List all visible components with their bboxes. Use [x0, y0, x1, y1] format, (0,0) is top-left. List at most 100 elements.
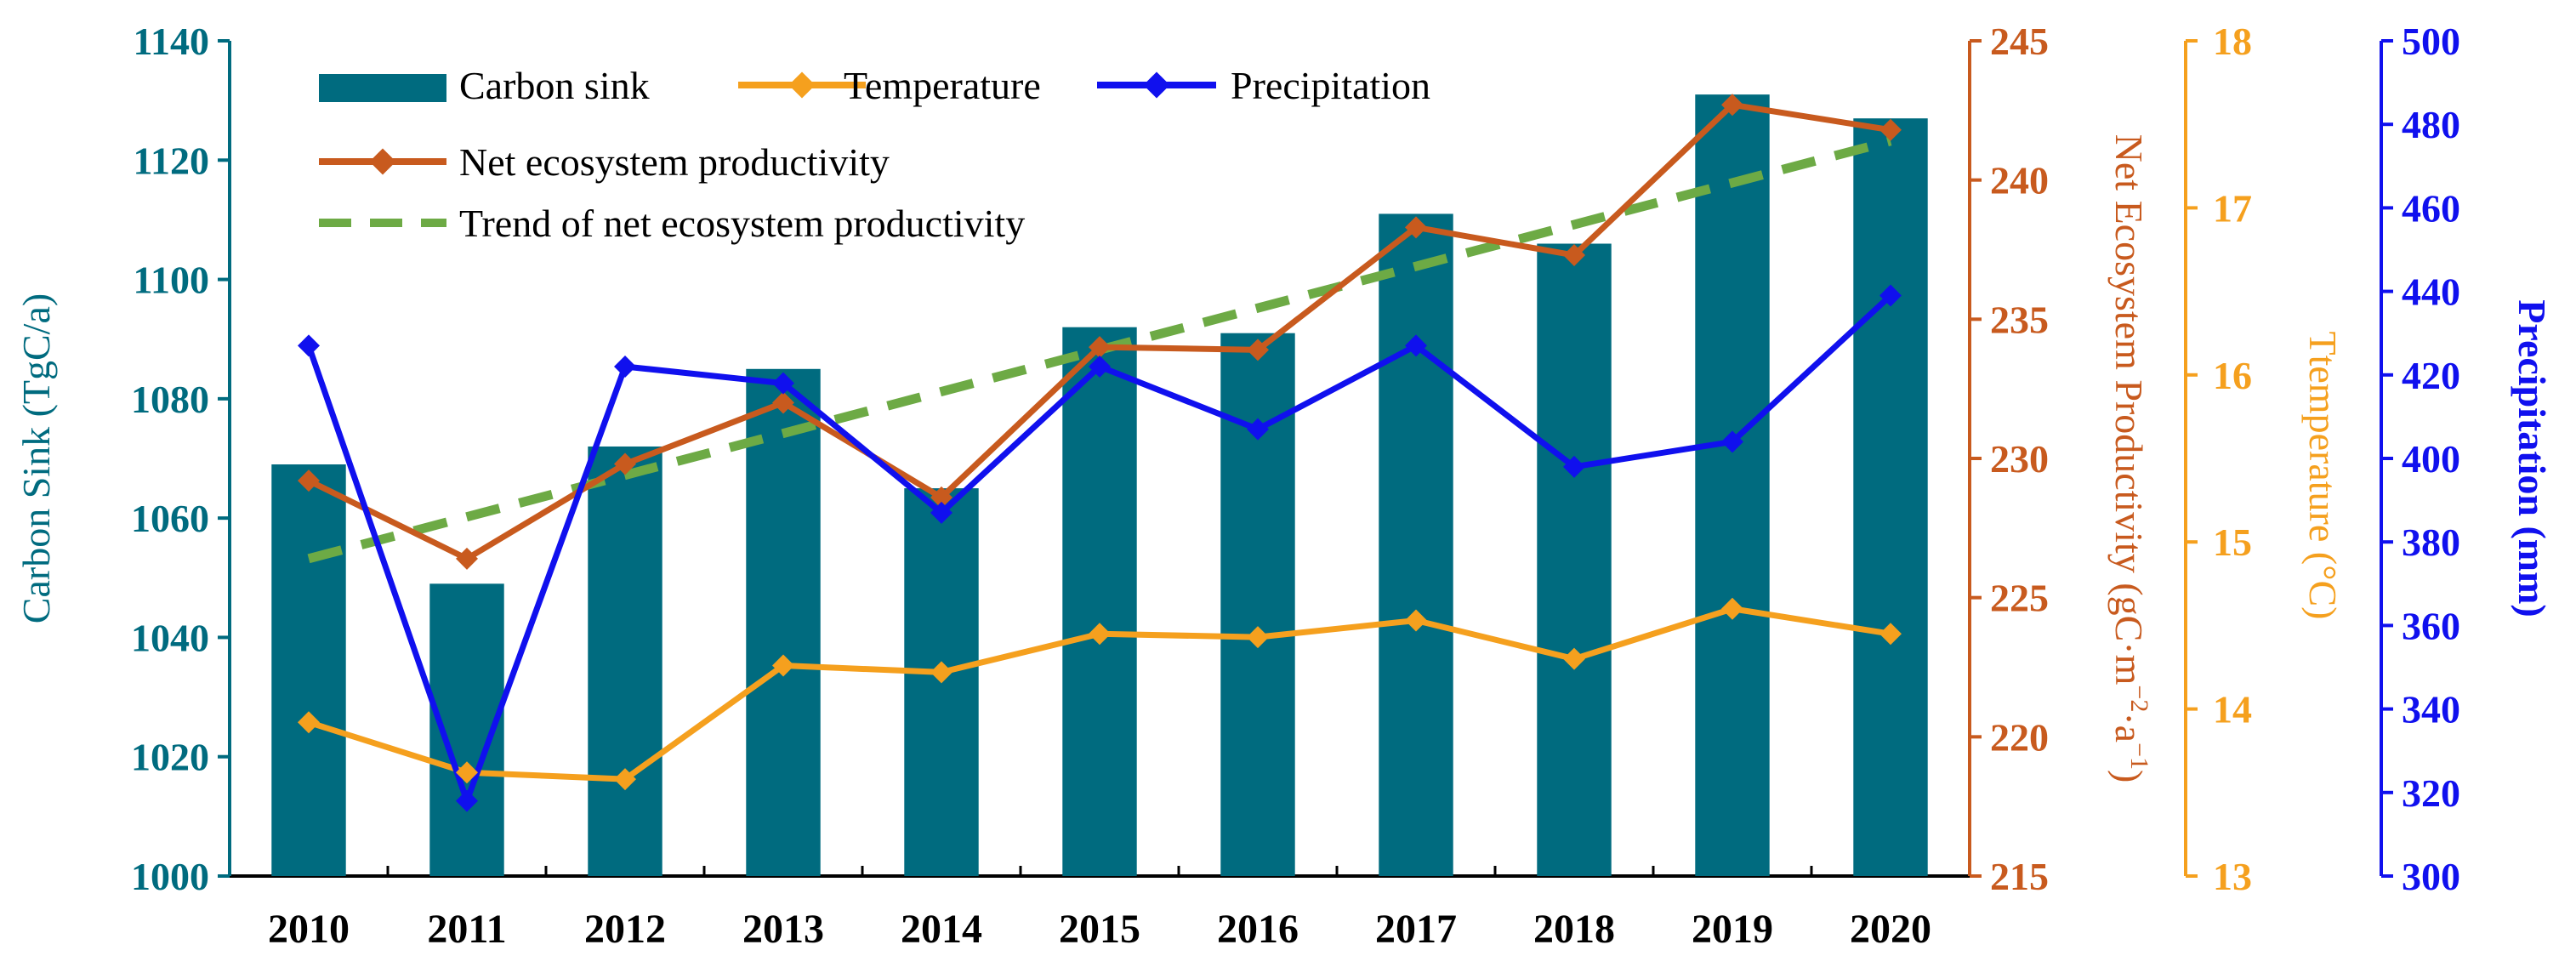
carbon-sink-bar	[1695, 94, 1770, 877]
legend-swatch-carbon-sink	[319, 74, 446, 102]
precipitation-point	[772, 372, 794, 395]
precipitation-point	[1247, 418, 1269, 441]
temp-tick-label: 18	[2213, 20, 2252, 63]
x-tick-label: 2016	[1217, 907, 1299, 952]
precipitation-point	[1563, 455, 1585, 478]
nep-axis-title-end: )	[2107, 770, 2151, 782]
temp-tick-label: 16	[2213, 354, 2252, 397]
precipitation-point	[1405, 334, 1427, 357]
carbon-sink-bar	[1062, 327, 1137, 877]
precipitation-point	[298, 334, 320, 357]
nep-tick-label: 225	[1990, 577, 2049, 620]
carbon-sink-bar	[1853, 118, 1928, 876]
temp-tick-label: 15	[2213, 521, 2252, 564]
temperature-point	[772, 654, 794, 677]
legend-label-trend: Trend of net ecosystem productivity	[459, 202, 1025, 245]
carbon-sink-bar	[746, 368, 821, 876]
precipitation-point	[456, 789, 478, 812]
precip-tick-label: 460	[2402, 186, 2460, 230]
precip-tick-label: 300	[2402, 855, 2460, 898]
temperature-point	[1721, 597, 1743, 620]
nep-point	[1089, 336, 1111, 359]
carbon-axis-title: Carbon Sink (TgC/a)	[14, 293, 58, 623]
x-tick-label: 2011	[427, 907, 506, 952]
nep-axis-title-main: Net Ecosystem Productivity (gC·m	[2107, 134, 2151, 686]
precip-tick-label: 500	[2402, 20, 2460, 63]
precipitation-point	[614, 355, 636, 378]
nep-point	[1879, 118, 1902, 141]
temperature-point	[1089, 623, 1111, 646]
precipitation-point	[930, 501, 952, 524]
carbon-tick-label: 1060	[131, 497, 209, 540]
carbon-tick-label: 1040	[131, 616, 209, 659]
carbon-sink-bar	[271, 464, 346, 876]
temperature-point	[298, 711, 320, 734]
carbon-sink-bar	[1537, 243, 1612, 876]
precipitation-point	[1089, 355, 1111, 378]
nep-tick-label: 245	[1990, 20, 2049, 63]
precip-tick-label: 400	[2402, 437, 2460, 481]
carbon-tick-label: 1020	[131, 736, 209, 779]
x-tick-label: 2015	[1059, 907, 1140, 952]
nep-tick-label: 235	[1990, 298, 2049, 341]
nep-point	[1405, 216, 1427, 239]
nep-point	[298, 469, 320, 492]
nep-point	[1247, 339, 1269, 361]
legend: Carbon sink Temperature Precipitation Ne…	[319, 64, 1430, 245]
nep-tick-label: 220	[1990, 715, 2049, 759]
precip-tick-label: 480	[2402, 103, 2460, 146]
temperature-point	[930, 661, 952, 684]
nep-axis-title-sup1: −2	[2125, 685, 2153, 712]
nep-point	[456, 547, 478, 570]
carbon-tick-label: 1140	[134, 20, 209, 63]
nep-axis-title-sup2: −1	[2125, 743, 2153, 770]
carbon-tick-label: 1000	[131, 855, 209, 898]
temp-tick-label: 13	[2213, 855, 2252, 898]
precip-tick-label: 380	[2402, 521, 2460, 564]
precipitation-point	[1879, 284, 1902, 307]
precip-tick-label: 340	[2402, 688, 2460, 731]
x-tick-label: 2013	[742, 907, 824, 952]
nep-tick-label: 240	[1990, 159, 2049, 202]
x-tick-label: 2019	[1692, 907, 1773, 952]
legend-swatch-precipitation-marker	[1143, 71, 1170, 99]
nep-point	[614, 452, 636, 475]
nep-axis-title-mid: ·a	[2107, 712, 2151, 743]
nep-point	[1721, 94, 1743, 117]
precip-tick-label: 360	[2402, 604, 2460, 647]
legend-swatch-temperature-marker	[788, 71, 816, 99]
precip-axis-title: Precipitation (mm)	[2511, 299, 2554, 617]
temperature-point	[1247, 626, 1269, 649]
x-tick-label: 2014	[901, 907, 982, 952]
temperature-point	[1405, 609, 1427, 632]
legend-swatch-nep-marker	[369, 148, 396, 175]
temp-axis-title: Ttemperature (°C)	[2301, 332, 2345, 620]
x-tick-label: 2012	[584, 907, 666, 952]
x-tick-label: 2020	[1850, 907, 1931, 952]
carbon-tick-label: 1100	[134, 259, 209, 302]
temperature-point	[1879, 623, 1902, 646]
legend-label-precipitation: Precipitation	[1231, 64, 1430, 107]
carbon-sink-bar	[1379, 213, 1453, 876]
nep-tick-label: 230	[1990, 437, 2049, 481]
precip-tick-label: 420	[2402, 354, 2460, 397]
nep-point	[772, 391, 794, 414]
x-tick-label: 2018	[1533, 907, 1615, 952]
legend-label-carbon-sink: Carbon sink	[459, 64, 650, 107]
temp-tick-label: 17	[2213, 186, 2252, 230]
legend-label-temperature: Temperature	[844, 64, 1041, 107]
x-tick-label: 2010	[268, 907, 350, 952]
temperature-point	[1563, 647, 1585, 670]
precipitation-point	[1721, 430, 1743, 453]
temperature-point	[456, 761, 478, 784]
nep-axis-title: Net Ecosystem Productivity (gC·m−2·a−1)	[2107, 134, 2153, 783]
nep-point	[1563, 244, 1585, 267]
precip-tick-label: 440	[2402, 270, 2460, 314]
nep-point	[930, 486, 952, 509]
temperature-point	[614, 768, 636, 791]
carbon-tick-label: 1120	[134, 139, 209, 182]
precip-tick-label: 320	[2402, 771, 2460, 815]
nep-tick-label: 215	[1990, 855, 2049, 898]
carbon-tick-label: 1080	[131, 378, 209, 421]
